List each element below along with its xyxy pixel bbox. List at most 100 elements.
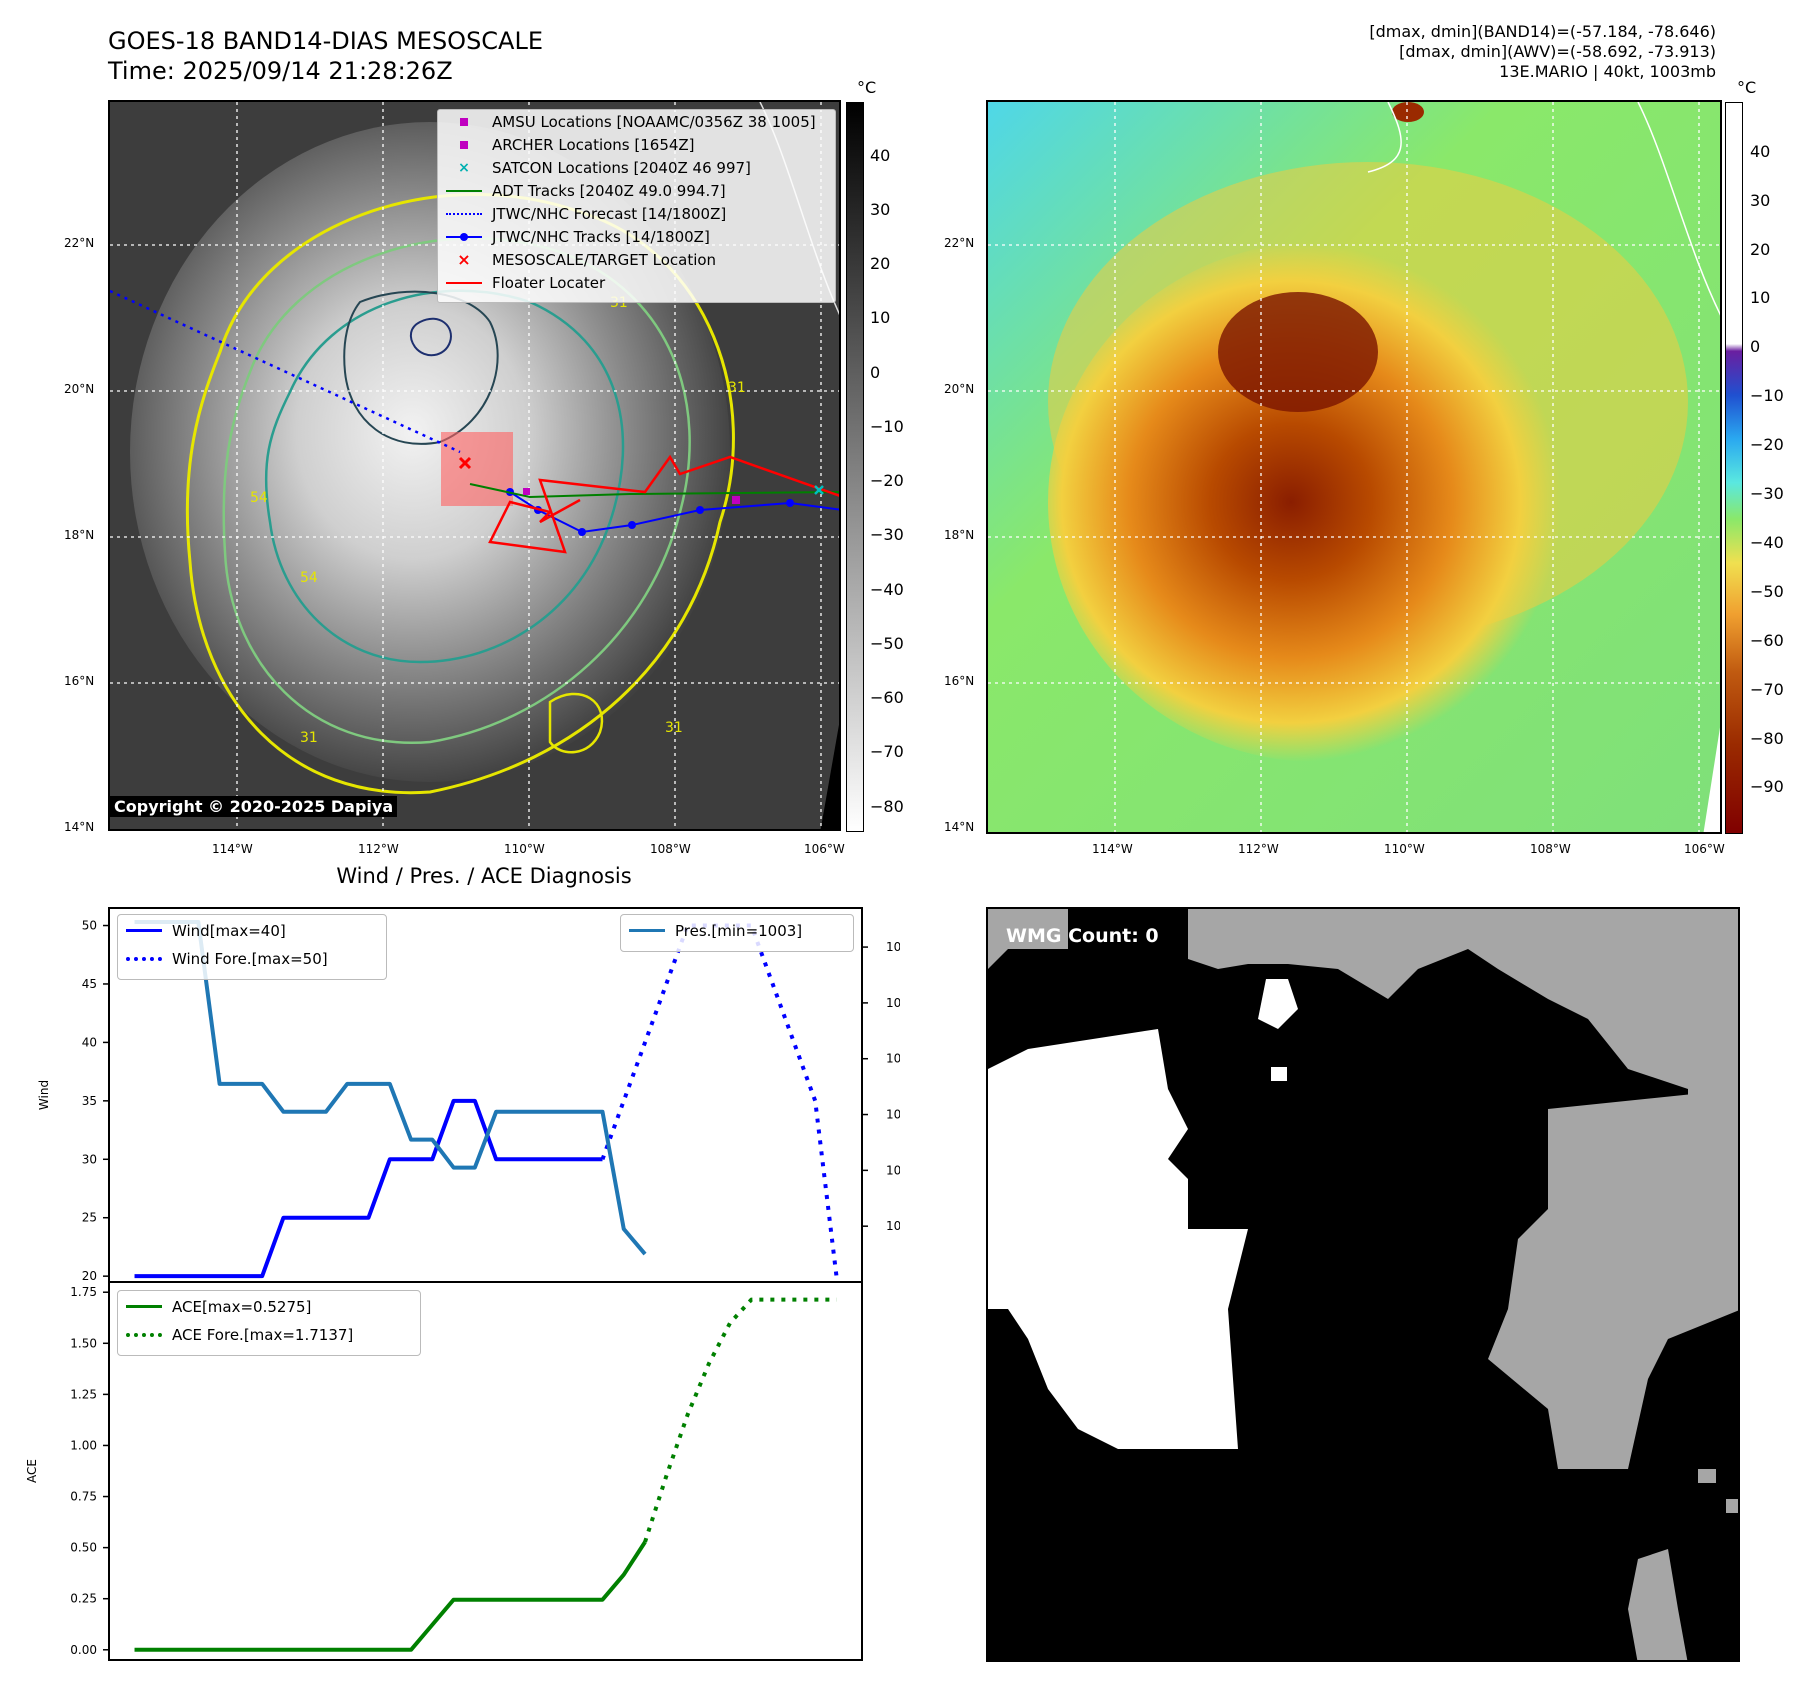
awv-cb-tick-7: −30 xyxy=(1750,484,1784,503)
awv-cb-tick-4: 0 xyxy=(1750,337,1761,356)
contour-label-5: 54 xyxy=(250,490,268,506)
ir-lat-label-0: 22°N xyxy=(64,236,95,250)
info-line-storm: 13E.MARIO | 40kt, 1003mb xyxy=(1499,62,1716,81)
ace-chart: 0.00 0.25 0.50 0.75 1.00 1.25 1.50 1.75 ACE xyxy=(25,1281,863,1661)
ir-lon-label-4: 106°W xyxy=(804,842,845,856)
ir-cb-tick-10: −60 xyxy=(870,688,904,707)
dotted-line-icon xyxy=(126,952,162,966)
archer-marker xyxy=(523,488,530,495)
line-icon xyxy=(446,276,482,290)
ace-ytick-label: 1.50 xyxy=(70,1336,97,1350)
series-line-ace-fore-max xyxy=(643,1297,837,1543)
awv-cb-tick-8: −40 xyxy=(1750,533,1784,552)
legend-item-satcon: × SATCON Locations [2040Z 46 997] xyxy=(446,158,751,178)
series-line-wind-max xyxy=(134,1098,603,1279)
wmg-gray-right xyxy=(1488,1089,1738,1469)
awv-spot-top xyxy=(1392,102,1424,122)
ace-ytick-label: 0.00 xyxy=(70,1643,97,1657)
wmg-white-left xyxy=(988,1029,1248,1449)
ace-ytick-label: 0.50 xyxy=(70,1541,97,1555)
awv-lat-label-3: 16°N xyxy=(944,674,975,688)
wmg-count-label: WMG Count: 0 xyxy=(1006,925,1159,947)
pressure-ytick-label: 1006 xyxy=(886,1163,900,1177)
contour-label-3: 31 xyxy=(300,730,318,746)
awv-cb-tick-2: 20 xyxy=(1750,240,1771,259)
awv-cb-tick-9: −50 xyxy=(1750,582,1784,601)
awv-darkest xyxy=(1218,292,1378,412)
ir-lon-label-0: 114°W xyxy=(212,842,253,856)
mesoscale-box xyxy=(441,432,513,506)
ace-ytick-label: 1.25 xyxy=(70,1387,97,1401)
ace-plot-frame xyxy=(108,1281,863,1661)
awv-colorbar-unit: °C xyxy=(1737,78,1757,97)
ace-ytick-label: 1.75 xyxy=(70,1285,97,1299)
awv-map-image xyxy=(988,102,1720,832)
ir-cb-tick-5: −10 xyxy=(870,417,904,436)
wind-ytick-label: 50 xyxy=(82,919,97,933)
ace-ytick-label: 0.75 xyxy=(70,1490,97,1504)
ir-map-panel: 54 31 31 31 31 54 31 Copyright © 2020-20… xyxy=(108,100,841,831)
line-dot-icon xyxy=(446,230,482,244)
ir-colorbar xyxy=(846,102,864,832)
pressure-ytick-label: 1008 xyxy=(886,1108,900,1122)
ace-legend: ACE[max=0.5275] ACE Fore.[max=1.7137] xyxy=(117,1290,421,1356)
legend-item-floater: Floater Locater xyxy=(446,273,605,293)
awv-lon-label-4: 106°W xyxy=(1684,842,1725,856)
legend-item-mesoscale: × MESOSCALE/TARGET Location xyxy=(446,250,716,270)
line-icon xyxy=(126,924,162,938)
amsu-marker xyxy=(732,496,740,504)
legend-item-pressure: Pres.[min=1003] xyxy=(629,921,802,941)
awv-gridlines xyxy=(988,102,1720,832)
figure-title-line2: Time: 2025/09/14 21:28:26Z xyxy=(108,57,453,85)
ir-cb-tick-6: −20 xyxy=(870,471,904,490)
pressure-ytick-label: 1012 xyxy=(886,996,900,1010)
ir-cb-tick-9: −50 xyxy=(870,634,904,653)
legend-item-jtwc-tracks: JTWC/NHC Tracks [14/1800Z] xyxy=(446,227,710,247)
ir-cb-tick-8: −40 xyxy=(870,580,904,599)
legend-item-amsu: AMSU Locations [NOAAMC/0356Z 38 1005] xyxy=(446,112,816,132)
wind-ytick-label: 40 xyxy=(82,1035,97,1049)
series-line-pres-min xyxy=(134,919,647,1256)
square-marker-icon xyxy=(446,138,482,152)
contour-bottom-yellow xyxy=(548,692,604,754)
awv-map-panel xyxy=(986,100,1722,834)
awv-cb-tick-13: −90 xyxy=(1750,777,1784,796)
satcon-marker xyxy=(814,485,824,495)
x-marker-icon: × xyxy=(457,250,471,269)
wmg-gray-bottom xyxy=(1628,1549,1688,1660)
ir-lon-label-3: 108°W xyxy=(650,842,691,856)
ace-axis-label: ACE xyxy=(25,1459,39,1483)
ir-lat-label-4: 14°N xyxy=(64,820,95,834)
dotted-line-icon xyxy=(446,207,482,221)
awv-lat-label-1: 20°N xyxy=(944,382,975,396)
legend-item-wind-forecast: Wind Fore.[max=50] xyxy=(126,949,328,969)
square-marker-icon xyxy=(446,115,482,129)
ir-cb-tick-12: −80 xyxy=(870,797,904,816)
line-icon xyxy=(126,1300,162,1314)
wmg-white-patch-1 xyxy=(1271,1067,1287,1081)
contour-label-0: 54 xyxy=(300,570,318,586)
awv-colorbar xyxy=(1725,102,1743,834)
wind-legend: Wind[max=40] Wind Fore.[max=50] xyxy=(117,914,387,980)
legend-item-ace: ACE[max=0.5275] xyxy=(126,1297,311,1317)
adt-track xyxy=(469,483,839,499)
ir-lat-label-2: 18°N xyxy=(64,528,95,542)
info-block: [dmax, dmin](BAND14)=(-57.184, -78.646) … xyxy=(1369,22,1716,82)
awv-lon-label-0: 114°W xyxy=(1092,842,1133,856)
wmg-panel: WMG Count: 0 xyxy=(986,907,1740,1662)
legend-item-adt: ADT Tracks [2040Z 49.0 994.7] xyxy=(446,181,726,201)
ace-ytick-label: 1.00 xyxy=(70,1438,97,1452)
contour-core xyxy=(409,317,452,357)
awv-lon-label-1: 112°W xyxy=(1238,842,1279,856)
contour-label-4: 31 xyxy=(665,720,683,736)
jtwc-forecast-track xyxy=(110,289,461,454)
ir-cb-tick-11: −70 xyxy=(870,742,904,761)
info-line-awv: [dmax, dmin](AWV)=(-58.692, -73.913) xyxy=(1399,42,1716,61)
ir-cb-tick-2: 20 xyxy=(870,254,891,273)
ir-lat-label-3: 16°N xyxy=(64,674,95,688)
awv-cb-tick-3: 10 xyxy=(1750,288,1771,307)
ir-cb-tick-1: 30 xyxy=(870,200,891,219)
